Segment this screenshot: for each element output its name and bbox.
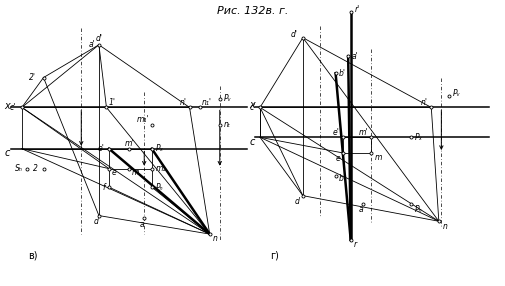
Text: 2': 2': [29, 73, 36, 82]
Text: Pᵥ: Pᵥ: [452, 89, 460, 98]
Text: d: d: [94, 217, 99, 226]
Text: d': d': [95, 34, 103, 43]
Text: n: n: [213, 234, 218, 243]
Text: nₜ: nₜ: [223, 120, 230, 129]
Text: n': n': [180, 98, 187, 107]
Text: 1': 1': [109, 98, 116, 107]
Text: c: c: [5, 148, 10, 158]
Text: Pᵥ: Pᵥ: [224, 94, 232, 103]
Text: 2: 2: [33, 164, 37, 173]
Text: a': a': [351, 52, 359, 61]
Text: b': b': [339, 69, 346, 78]
Text: a': a': [89, 40, 95, 49]
Text: Pₓ: Pₓ: [415, 133, 423, 142]
Text: x: x: [4, 101, 10, 111]
Text: e': e': [98, 144, 105, 153]
Text: d': d': [291, 30, 298, 39]
Text: d: d: [294, 197, 299, 206]
Text: r: r: [354, 241, 358, 249]
Text: Pₕ: Pₕ: [156, 183, 163, 192]
Text: m': m': [124, 139, 134, 148]
Text: c': c': [10, 103, 16, 112]
Text: m': m': [359, 128, 368, 137]
Text: x: x: [249, 100, 255, 110]
Text: e: e: [112, 168, 116, 177]
Text: m: m: [374, 153, 382, 162]
Text: Pₓ: Pₓ: [156, 144, 164, 153]
Text: Sₕ: Sₕ: [15, 164, 23, 173]
Text: Рис. 132в. г.: Рис. 132в. г.: [217, 6, 288, 16]
Text: c': c': [249, 103, 256, 112]
Text: m: m: [132, 168, 139, 177]
Text: r': r': [355, 5, 360, 14]
Text: г): г): [270, 251, 279, 261]
Text: n₁': n₁': [202, 98, 212, 107]
Text: e: e: [336, 154, 341, 162]
Text: m₁': m₁': [137, 115, 149, 124]
Text: n': n': [421, 98, 428, 107]
Text: b: b: [339, 174, 344, 183]
Text: m₁: m₁: [156, 164, 166, 173]
Text: в): в): [28, 251, 38, 261]
Text: a: a: [139, 220, 144, 229]
Text: n: n: [442, 222, 447, 231]
Text: a: a: [359, 205, 363, 214]
Text: c: c: [249, 138, 255, 147]
Text: e': e': [332, 128, 339, 137]
Text: Pₕ: Pₕ: [415, 205, 422, 214]
Text: f: f: [103, 183, 106, 192]
